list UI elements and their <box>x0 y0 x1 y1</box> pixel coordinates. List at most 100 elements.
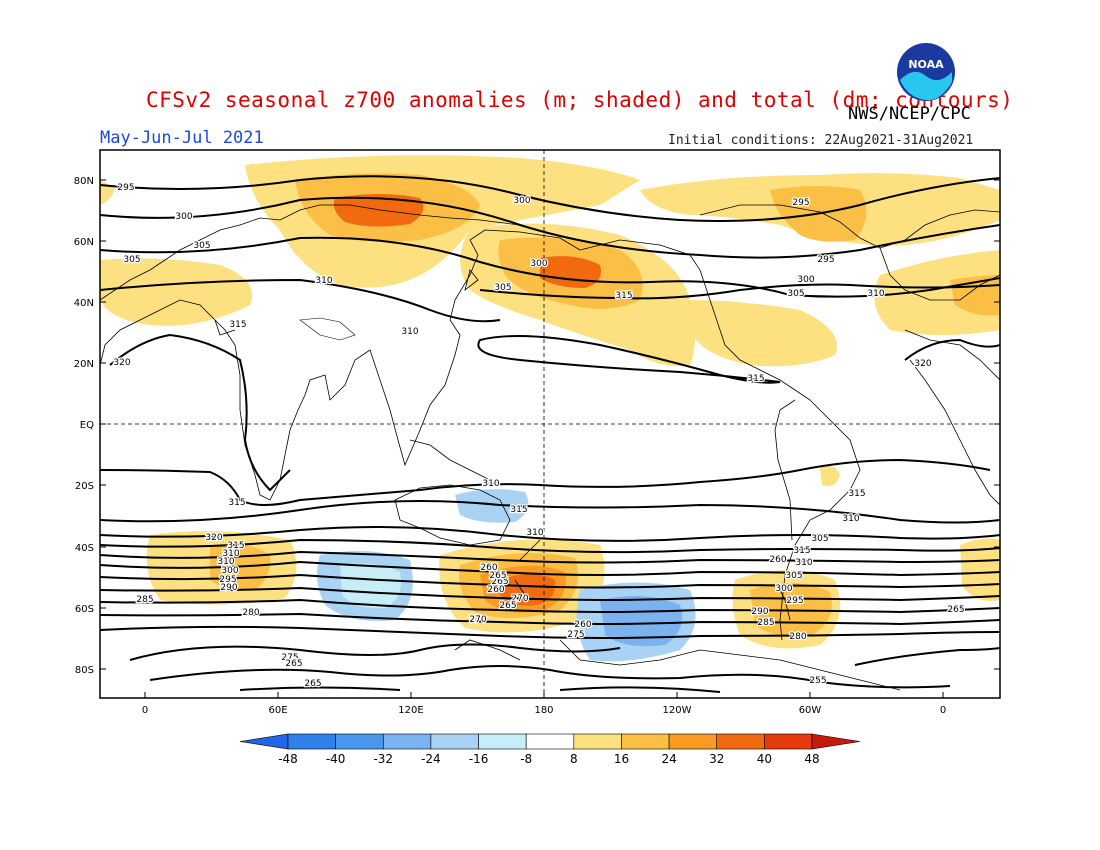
contour-label: 265 <box>499 601 516 611</box>
colorbar-label: 24 <box>661 752 676 766</box>
contour-label: 280 <box>789 632 806 642</box>
contour-label: 265 <box>947 605 964 615</box>
lon-tick-label: 0 <box>142 705 148 716</box>
lat-tick-label: 20S <box>75 481 94 492</box>
contour-label: 315 <box>848 489 865 499</box>
contour-label: 300 <box>513 196 530 206</box>
contour-label: 300 <box>775 584 792 594</box>
lat-tick-label: 40S <box>75 543 94 554</box>
lat-tick-label: EQ <box>80 420 94 431</box>
colorbar-swatch <box>668 733 718 750</box>
contour-label: 275 <box>281 653 298 663</box>
lat-tick-label: 80S <box>75 665 94 676</box>
colorbar-label: 32 <box>709 752 724 766</box>
contour-label: 305 <box>811 534 828 544</box>
longitude-axis: 0 60E 120E 180 120W 60W 0 <box>142 692 946 716</box>
contour-label: 285 <box>757 618 774 628</box>
org-label: NWS/NCEP/CPC <box>848 104 971 124</box>
colorbar-label: -32 <box>373 752 393 766</box>
contour-label: 305 <box>193 241 210 251</box>
colorbar-label: -40 <box>326 752 346 766</box>
contour-label: 310 <box>222 549 239 559</box>
contour-label: 290 <box>220 583 237 593</box>
colorbar-swatch <box>525 733 575 750</box>
colorbar-swatch <box>716 733 765 750</box>
colorbar-label: -16 <box>469 752 489 766</box>
contour-label: 300 <box>797 275 814 285</box>
contour-label: 300 <box>175 212 192 222</box>
contour-label: 310 <box>795 558 812 568</box>
colorbar-label: 8 <box>570 752 578 766</box>
contour-label: 270 <box>469 615 486 625</box>
contour-label: 305 <box>494 283 511 293</box>
colorbar-label: -8 <box>520 752 532 766</box>
contour-label: 260 <box>574 620 591 630</box>
lon-tick-label: 120E <box>398 705 423 716</box>
contour-label: 295 <box>786 596 803 606</box>
lon-tick-label: 0 <box>940 705 946 716</box>
contour-label: 305 <box>123 255 140 265</box>
contour-label: 315 <box>229 320 246 330</box>
contour-label: 315 <box>228 498 245 508</box>
contour-label: 260 <box>487 585 504 595</box>
contour-label: 265 <box>489 571 506 581</box>
contour-label: 265 <box>304 679 321 689</box>
contour-label: 310 <box>842 514 859 524</box>
contour-label: 295 <box>792 198 809 208</box>
lat-tick-label: 40N <box>74 298 94 309</box>
lat-tick-label: 20N <box>74 359 94 370</box>
contour-label: 310 <box>315 276 332 286</box>
latitude-axis: 80N 60N 40N 20N EQ 20S 40S 60S 80S <box>74 176 1000 676</box>
contour-label: 320 <box>205 533 222 543</box>
contour-label: 280 <box>242 608 259 618</box>
contour-label: 285 <box>136 595 153 605</box>
contour-label: 310 <box>401 327 418 337</box>
coastlines <box>100 204 1000 691</box>
contour-label: 315 <box>227 541 244 551</box>
contour-label: 265 <box>491 577 508 587</box>
contour-label: 315 <box>510 505 527 515</box>
contour-label: 310 <box>526 528 543 538</box>
colorbar-arrow-right <box>811 733 861 750</box>
contour-label: 315 <box>747 374 764 384</box>
lat-tick-label: 80N <box>74 176 94 187</box>
colorbar-swatch <box>478 733 527 750</box>
contour-label: 305 <box>787 289 804 299</box>
lat-tick-label: 60N <box>74 237 94 248</box>
period-label: May-Jun-Jul 2021 <box>100 128 264 148</box>
contour-label: 260 <box>480 563 497 573</box>
contour-label: 310 <box>482 479 499 489</box>
contour-label: 275 <box>567 630 584 640</box>
noaa-logo: NOAA <box>897 43 955 101</box>
colorbar-label: 48 <box>804 752 819 766</box>
lat-tick-label: 60S <box>75 604 94 615</box>
contour-label: 310 <box>867 289 884 299</box>
colorbar-swatch <box>621 733 670 750</box>
colorbar-arrow-left <box>239 733 289 750</box>
contour-label: 310 <box>217 557 234 567</box>
contour-label: 290 <box>751 607 768 617</box>
contour-label: 265 <box>285 659 302 669</box>
colorbar-swatch <box>287 733 336 750</box>
noaa-logo-text: NOAA <box>908 58 944 71</box>
initial-conditions-label: Initial conditions: 22Aug2021-31Aug2021 <box>668 133 974 148</box>
height-contours <box>100 175 1000 693</box>
colorbar-swatch <box>335 733 384 750</box>
contour-label: 320 <box>113 358 130 368</box>
contour-label: 305 <box>785 571 802 581</box>
lon-tick-label: 60E <box>268 705 287 716</box>
colorbar-label: -24 <box>421 752 441 766</box>
lon-tick-label: 120W <box>663 705 692 716</box>
colorbar-swatch <box>764 733 813 750</box>
colorbar-swatch <box>382 733 432 750</box>
colorbar-label: 16 <box>614 752 629 766</box>
contour-label: 315 <box>793 546 810 556</box>
lon-tick-label: 60W <box>799 705 822 716</box>
lon-tick-label: 180 <box>534 705 553 716</box>
colorbar: -48 -40 -32 -24 -16 -8 8 16 24 32 40 48 <box>239 733 861 766</box>
contour-label: 295 <box>817 255 834 265</box>
map-title: CFSv2 seasonal z700 anomalies (m; shaded… <box>146 88 1014 112</box>
contour-label: 300 <box>530 259 547 269</box>
